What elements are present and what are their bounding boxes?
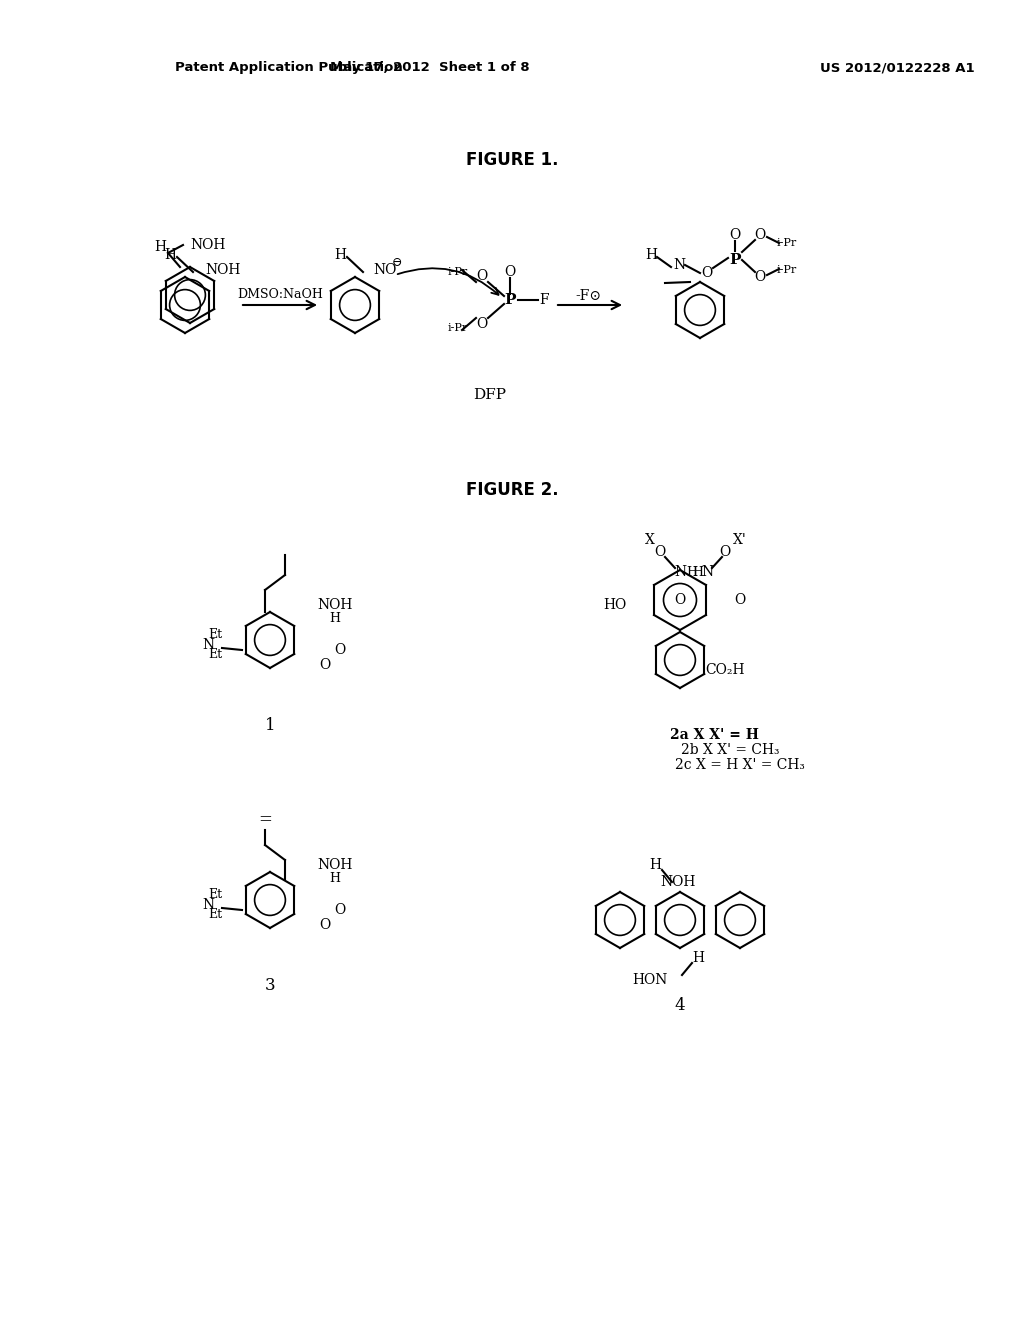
Text: ⊖: ⊖ (392, 256, 402, 268)
Text: F: F (540, 293, 549, 308)
Text: N: N (674, 565, 686, 579)
Text: O: O (335, 903, 346, 917)
Text: Patent Application Publication: Patent Application Publication (175, 62, 402, 74)
Text: 1: 1 (264, 717, 275, 734)
Text: O: O (701, 267, 713, 280)
Text: HON: HON (632, 973, 668, 987)
Text: N: N (701, 565, 713, 579)
Text: H: H (334, 248, 346, 261)
Text: i-Pr: i-Pr (447, 267, 468, 277)
Text: CO₂H: CO₂H (705, 663, 744, 677)
Text: H: H (330, 871, 341, 884)
Text: O: O (476, 317, 487, 331)
Text: O: O (505, 265, 516, 279)
Text: X': X' (733, 533, 746, 546)
Text: O: O (729, 228, 740, 242)
Text: H: H (692, 950, 705, 965)
Text: N: N (202, 898, 214, 912)
Text: O: O (319, 917, 331, 932)
Text: Et: Et (208, 908, 222, 921)
Text: O: O (734, 593, 745, 607)
Text: HO: HO (603, 598, 627, 612)
Text: Et: Et (208, 628, 222, 642)
Text: H: H (649, 858, 662, 873)
Text: i-Pr: i-Pr (447, 323, 468, 333)
Text: 2a X X' = H: 2a X X' = H (670, 729, 759, 742)
Text: NOH: NOH (205, 263, 241, 277)
Text: O: O (654, 545, 666, 558)
Text: NOH: NOH (190, 238, 225, 252)
Text: H: H (164, 248, 176, 261)
Text: -F⊙: -F⊙ (575, 289, 601, 304)
Text: 2b X X' = CH₃: 2b X X' = CH₃ (681, 743, 779, 756)
Text: •: • (736, 253, 741, 261)
Text: O: O (476, 269, 487, 282)
Text: H: H (692, 565, 703, 578)
Text: H: H (686, 565, 697, 578)
Text: i-Pr: i-Pr (777, 265, 797, 275)
Text: 2c X = H X' = CH₃: 2c X = H X' = CH₃ (675, 758, 805, 772)
Text: P: P (504, 293, 516, 308)
Text: Et: Et (208, 888, 222, 902)
Text: H: H (330, 611, 341, 624)
Text: Et: Et (208, 648, 222, 661)
Text: FIGURE 1.: FIGURE 1. (466, 150, 558, 169)
Text: DFP: DFP (473, 388, 507, 403)
Text: DMSO:NaOH: DMSO:NaOH (238, 289, 323, 301)
Text: N: N (673, 257, 685, 272)
Text: O: O (675, 593, 686, 607)
Text: O: O (755, 271, 766, 284)
Text: 4: 4 (675, 997, 685, 1014)
Text: May 17, 2012  Sheet 1 of 8: May 17, 2012 Sheet 1 of 8 (330, 62, 529, 74)
Text: FIGURE 2.: FIGURE 2. (466, 480, 558, 499)
Text: H: H (645, 248, 657, 261)
Text: N: N (202, 638, 214, 652)
Text: =: = (258, 812, 272, 829)
Text: i-Pr: i-Pr (777, 238, 797, 248)
Text: O: O (335, 643, 346, 657)
Text: O: O (319, 657, 331, 672)
Text: US 2012/0122228 A1: US 2012/0122228 A1 (820, 62, 975, 74)
Text: NOH: NOH (317, 598, 352, 612)
Text: P: P (729, 253, 740, 267)
Text: 3: 3 (264, 977, 275, 994)
Text: NOH: NOH (317, 858, 352, 873)
Text: O: O (720, 545, 731, 558)
Text: X: X (645, 533, 655, 546)
Text: NO: NO (373, 263, 396, 277)
Text: NOH: NOH (660, 875, 695, 888)
Text: O: O (755, 228, 766, 242)
Text: H: H (154, 240, 166, 253)
